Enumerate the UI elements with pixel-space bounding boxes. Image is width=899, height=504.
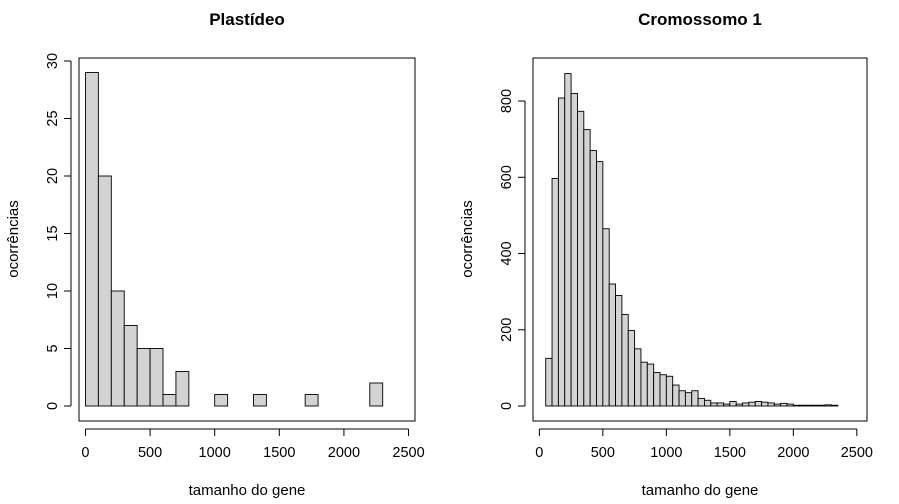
histogram-bar bbox=[653, 372, 661, 407]
histogram-bar bbox=[792, 404, 801, 407]
y-tick-label: 25 bbox=[45, 110, 61, 126]
y-axis-label: ocorrências bbox=[459, 200, 476, 278]
histogram-bar bbox=[646, 363, 655, 407]
histogram-bar bbox=[602, 228, 610, 407]
histogram-bar bbox=[659, 374, 667, 407]
y-tick-label: 400 bbox=[499, 241, 515, 265]
histogram-bar bbox=[723, 403, 731, 407]
histogram-bar bbox=[640, 361, 648, 407]
histogram-bar bbox=[557, 97, 566, 407]
histogram-bar bbox=[564, 73, 572, 407]
histogram-bar bbox=[615, 294, 623, 407]
histogram-bar bbox=[748, 401, 756, 407]
y-tick-label: 600 bbox=[499, 165, 515, 189]
histogram-bar bbox=[621, 314, 629, 407]
histogram-bar bbox=[149, 348, 164, 407]
histogram-bar bbox=[767, 402, 775, 407]
histogram-bar bbox=[304, 394, 319, 407]
histogram-bar bbox=[175, 371, 190, 407]
histogram-bar bbox=[583, 129, 591, 407]
histogram-bar bbox=[830, 404, 839, 407]
histogram-bar bbox=[742, 402, 750, 407]
x-tick-label: 2500 bbox=[841, 445, 873, 461]
histogram-bar bbox=[665, 375, 674, 407]
histogram-bar bbox=[634, 348, 642, 407]
x-tick-label: 1500 bbox=[263, 445, 295, 461]
histogram-bar bbox=[596, 161, 604, 407]
y-tick-label: 30 bbox=[45, 53, 61, 69]
histogram-bar bbox=[761, 401, 769, 407]
histogram-bar bbox=[811, 404, 820, 407]
y-tick-label: 200 bbox=[499, 318, 515, 342]
histogram-bar bbox=[824, 404, 832, 407]
histogram-bar bbox=[703, 399, 712, 407]
x-tick-label: 1000 bbox=[650, 445, 682, 461]
histogram-bar bbox=[773, 403, 782, 407]
plot-frame bbox=[78, 57, 416, 422]
histogram-bar bbox=[627, 330, 636, 407]
histogram-bar bbox=[754, 400, 763, 407]
y-tick-label: 800 bbox=[499, 89, 515, 113]
histogram-bar bbox=[786, 403, 794, 407]
histogram-bar bbox=[735, 403, 743, 407]
x-axis-label: tamanho do gene bbox=[642, 482, 759, 499]
x-tick-label: 500 bbox=[591, 445, 615, 461]
x-tick-label: 2500 bbox=[392, 445, 424, 461]
histogram-bar bbox=[110, 290, 125, 407]
x-axis-label: tamanho do gene bbox=[189, 482, 306, 499]
histogram-bar bbox=[551, 177, 559, 407]
x-tick-label: 1000 bbox=[199, 445, 231, 461]
x-tick-label: 2000 bbox=[328, 445, 360, 461]
histogram-bar bbox=[799, 404, 807, 407]
histogram-bar bbox=[545, 357, 553, 407]
histogram-bar bbox=[214, 394, 229, 407]
histogram-bar bbox=[684, 392, 693, 407]
x-tick-label: 0 bbox=[535, 445, 543, 461]
histogram-bar bbox=[136, 348, 151, 407]
y-tick-label: 10 bbox=[45, 283, 61, 299]
y-tick-label: 0 bbox=[499, 402, 515, 410]
histogram-bar bbox=[691, 390, 699, 407]
y-tick-label: 0 bbox=[45, 402, 61, 410]
histogram-bar bbox=[85, 72, 99, 407]
histogram-bar bbox=[162, 394, 177, 407]
histogram-bar bbox=[97, 175, 112, 407]
y-tick-label: 15 bbox=[45, 225, 61, 241]
histogram-bar bbox=[369, 382, 384, 407]
histogram-bar bbox=[780, 402, 788, 407]
histogram-bar bbox=[710, 402, 718, 407]
x-tick-label: 0 bbox=[81, 445, 89, 461]
histogram-bar bbox=[672, 384, 680, 407]
histogram-bar bbox=[589, 150, 597, 407]
histogram-bar bbox=[608, 283, 616, 407]
histogram-bar bbox=[729, 400, 737, 407]
x-tick-label: 2000 bbox=[777, 445, 809, 461]
histogram-bar bbox=[716, 402, 724, 407]
histogram-bar bbox=[576, 110, 585, 407]
y-axis-label: ocorrências bbox=[5, 200, 22, 278]
histogram-bar bbox=[697, 397, 705, 407]
y-tick-label: 20 bbox=[45, 168, 61, 184]
histogram-bar bbox=[570, 92, 578, 407]
x-tick-label: 500 bbox=[138, 445, 162, 461]
histogram-bar bbox=[678, 390, 686, 407]
y-tick-label: 5 bbox=[45, 344, 61, 352]
chart-title: Cromossomo 1 bbox=[638, 10, 762, 29]
chart-title: Plastídeo bbox=[209, 10, 285, 29]
histogram-bar bbox=[253, 394, 267, 407]
plot-frame bbox=[532, 57, 868, 422]
histogram-plastideo: Plastídeo tamanho do gene ocorrências 0 500 1… bbox=[5, 10, 425, 499]
x-tick-label: 1500 bbox=[714, 445, 746, 461]
histogram-bar bbox=[805, 404, 813, 407]
histogram-bar bbox=[818, 404, 826, 407]
histogram-cromossomo-1: Cromossomo 1 tamanho do gene ocorrências 0 5… bbox=[459, 10, 873, 499]
histogram-bar bbox=[123, 325, 138, 407]
